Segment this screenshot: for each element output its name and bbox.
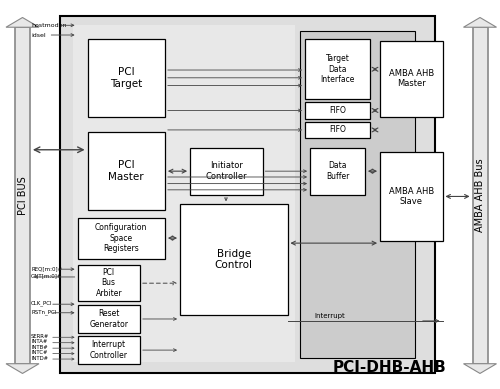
- Text: INTA#: INTA#: [31, 340, 47, 344]
- Bar: [300, 31, 415, 358]
- Text: Interrupt
Controller: Interrupt Controller: [90, 340, 128, 360]
- Bar: [305, 39, 370, 99]
- Text: AMBA AHB Bus: AMBA AHB Bus: [475, 159, 485, 232]
- Text: Initiator
Controller: Initiator Controller: [206, 161, 247, 181]
- FancyArrow shape: [6, 364, 39, 373]
- Bar: [305, 102, 370, 119]
- Bar: [380, 152, 442, 241]
- Bar: [305, 122, 370, 138]
- Bar: [78, 218, 165, 259]
- Bar: [78, 265, 140, 301]
- Text: REQ[m:0]#: REQ[m:0]#: [31, 266, 62, 271]
- Text: AMBA AHB
Master: AMBA AHB Master: [388, 69, 434, 88]
- Bar: [472, 27, 488, 364]
- Bar: [78, 305, 140, 333]
- Bar: [60, 16, 435, 373]
- Text: Configuration
Space
Registers: Configuration Space Registers: [95, 223, 148, 253]
- Text: PCI-DHB-AHB: PCI-DHB-AHB: [333, 360, 447, 375]
- Text: idsel: idsel: [31, 33, 46, 37]
- Bar: [310, 148, 365, 194]
- Text: Bridge
Control: Bridge Control: [214, 249, 252, 270]
- Bar: [190, 148, 262, 194]
- Text: GNT[m:0]#: GNT[m:0]#: [31, 274, 62, 279]
- Text: hostmoden: hostmoden: [31, 23, 66, 28]
- Bar: [78, 336, 140, 364]
- Text: FIFO: FIFO: [329, 106, 346, 115]
- FancyArrow shape: [464, 18, 496, 27]
- Bar: [88, 39, 165, 117]
- Text: PCI
Bus
Arbiter: PCI Bus Arbiter: [96, 268, 122, 298]
- Text: PCI
Master: PCI Master: [108, 160, 144, 182]
- Text: INTD#: INTD#: [31, 356, 48, 361]
- Text: INTC#: INTC#: [31, 350, 48, 355]
- Text: INTB#: INTB#: [31, 345, 48, 350]
- Text: Reset
Generator: Reset Generator: [89, 309, 128, 329]
- Text: CLK_PCI: CLK_PCI: [31, 301, 52, 306]
- FancyArrow shape: [464, 364, 496, 373]
- Text: RSTn_PCI: RSTn_PCI: [31, 309, 56, 315]
- Text: AMBA AHB
Slave: AMBA AHB Slave: [388, 187, 434, 206]
- Text: Interrupt: Interrupt: [314, 313, 346, 319]
- Text: Target
Data
Interface: Target Data Interface: [320, 54, 354, 84]
- FancyArrow shape: [6, 18, 39, 27]
- Bar: [380, 41, 442, 117]
- Text: FIFO: FIFO: [329, 125, 346, 135]
- Text: PCI
Target: PCI Target: [110, 67, 142, 89]
- Bar: [88, 132, 165, 210]
- Bar: [15, 27, 30, 364]
- Bar: [180, 204, 288, 315]
- Text: Data
Buffer: Data Buffer: [326, 161, 349, 181]
- Text: SERR#: SERR#: [31, 334, 49, 339]
- Text: PCI BUS: PCI BUS: [18, 176, 28, 215]
- Bar: [72, 25, 295, 362]
